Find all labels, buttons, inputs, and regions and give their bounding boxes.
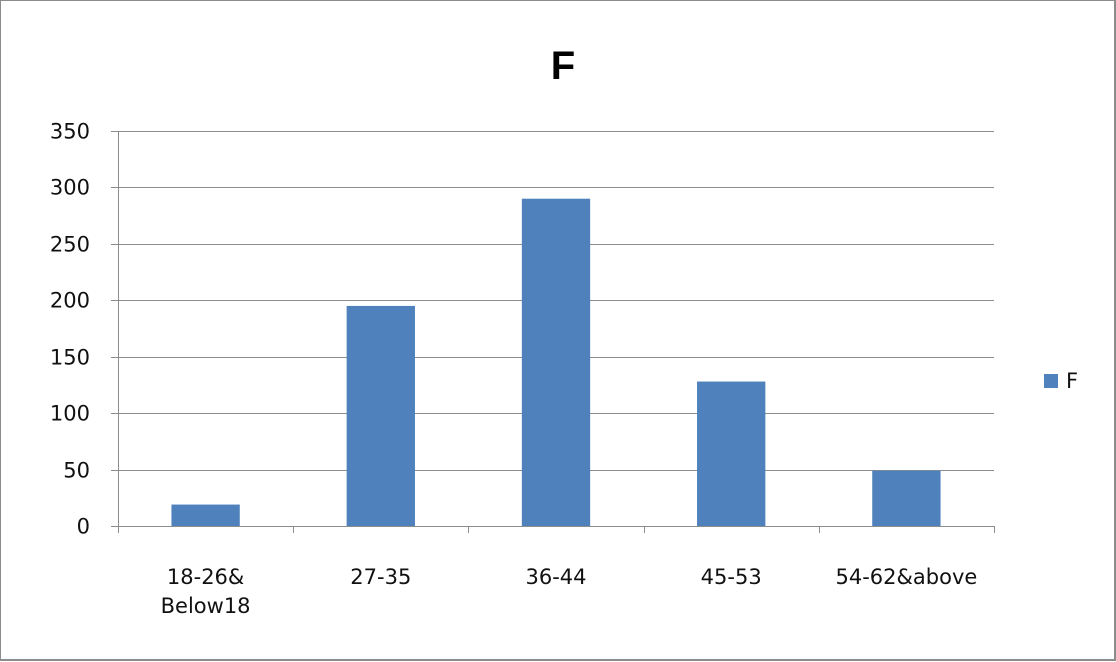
axes [111,131,995,533]
y-tick-label: 50 [63,459,90,483]
bar [346,305,415,526]
chart-title: F [551,44,575,88]
y-tick-label: 100 [50,402,90,426]
x-tick-label: 18-26& Below18 [161,565,251,618]
bar [521,198,591,526]
y-tick-label: 300 [50,176,90,200]
x-tick-label: 36-44 [525,565,586,589]
x-tick-label: 27-35 [350,565,411,589]
y-tick-label: 0 [77,515,90,539]
bar [171,504,240,526]
x-tick-labels: 18-26& Below18 27-35 36-44 45-53 54-62&above [161,565,978,618]
y-tick-label: 150 [50,346,90,370]
y-tick-label: 350 [50,120,90,144]
legend-label: F [1066,369,1078,393]
bars [171,198,941,526]
legend: F [1044,369,1078,393]
y-tick-labels: 0 50 100 150 200 250 300 350 [50,120,90,539]
x-tick-label: 54-62&above [836,565,978,589]
y-tick-label: 250 [50,233,90,257]
bar [872,470,941,526]
legend-swatch [1044,374,1058,388]
bar [697,381,766,526]
y-tick-label: 200 [50,289,90,313]
x-tick-label: 45-53 [701,565,762,589]
